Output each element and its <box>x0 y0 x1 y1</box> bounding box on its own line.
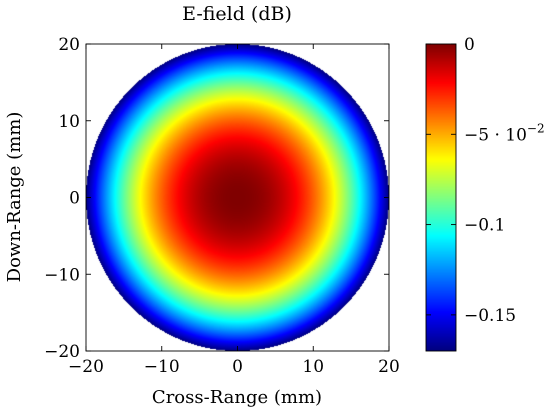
colorbar-ticks: 0 −5 · 10−2 −0.1 −0.15 <box>426 35 545 326</box>
colorbar-tick-label: 0 <box>464 35 475 55</box>
y-tick-label: 0 <box>69 189 80 209</box>
colorbar-gradient <box>426 44 456 351</box>
colorbar-tick-exponent: −2 <box>527 121 545 135</box>
x-axis-label: Cross-Range (mm) <box>152 387 322 408</box>
y-tick-label: −10 <box>44 265 80 285</box>
x-tick-label: 0 <box>232 357 243 377</box>
colorbar-tick-label: −5 · 10−2 <box>464 121 545 145</box>
y-tick-label: −20 <box>44 342 80 362</box>
colorbar-tick-label: −0.1 <box>464 216 505 236</box>
colorbar-frame <box>425 43 457 352</box>
y-tick-label: 20 <box>58 35 80 55</box>
x-tick-label: −20 <box>68 357 104 377</box>
x-axis: −20 −10 0 10 20 <box>68 44 400 377</box>
y-axis-label: Down-Range (mm) <box>4 112 25 283</box>
heatmap-plot <box>86 44 389 351</box>
y-axis: −20 −10 0 10 20 <box>44 35 389 362</box>
heatmap-circle <box>86 44 389 351</box>
x-tick-label: 20 <box>378 357 400 377</box>
colorbar: 0 −5 · 10−2 −0.1 −0.15 <box>425 35 545 352</box>
x-tick-label: −10 <box>144 357 180 377</box>
colorbar-tick-label: −0.15 <box>464 306 516 326</box>
chart-title: E-field (dB) <box>182 3 292 25</box>
x-tick-label: 10 <box>302 357 324 377</box>
y-tick-label: 10 <box>58 112 80 132</box>
